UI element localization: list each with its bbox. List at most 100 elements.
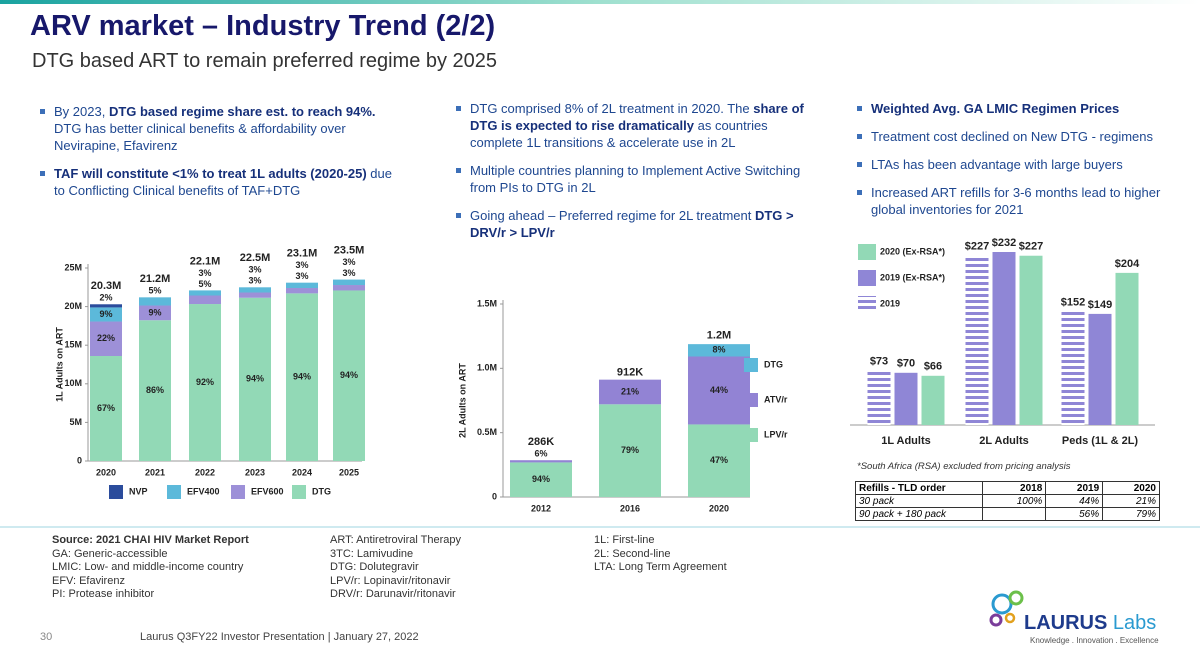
data-label: 94% (532, 474, 550, 484)
data-label: 94% (340, 370, 358, 380)
y-tick-label: 1.0M (477, 363, 497, 373)
glossary-item: DRV/r: Darunavir/ritonavir (330, 588, 456, 600)
x-tick-label: 2021 (145, 467, 165, 477)
data-label: 3% (295, 260, 308, 270)
table-row: Refills - TLD order 2018 2019 2020 (855, 481, 1160, 495)
y-tick-label: 20M (64, 301, 82, 311)
legend-label: DTG (312, 486, 331, 496)
total-label: 286K (528, 436, 554, 448)
legend-swatch (744, 393, 758, 407)
data-label: 3% (342, 257, 355, 267)
bullet: Treatment cost declined on New DTG - reg… (855, 128, 1175, 145)
column: Weighted Avg. GA LMIC Regimen Prices Trea… (855, 100, 1175, 229)
glossary-item: LPV/r: Lopinavir/ritonavir (330, 574, 451, 587)
bar-segment (239, 287, 271, 293)
data-label: $73 (870, 355, 888, 367)
y-tick-label: 0.5M (477, 427, 497, 437)
glossary-item: PI: Protease inhibitor (52, 588, 155, 600)
bullet-text: Treatment cost declined on New DTG - reg… (871, 129, 1154, 144)
y-tick-label: 25M (64, 262, 82, 272)
table-cell: 56% (1045, 507, 1104, 521)
data-label: 3% (248, 265, 261, 275)
total-label: 20.3M (91, 280, 122, 292)
x-tick-label: 2L Adults (979, 435, 1029, 447)
bullet-text: DTG > DRV/r > LPV/r (470, 208, 794, 240)
data-label: 3% (198, 268, 211, 278)
legend-label: LPV/r (764, 429, 788, 439)
data-label: 92% (196, 377, 214, 387)
bullet: Increased ART refills for 3-6 months lea… (855, 184, 1175, 218)
table-cell: 90 pack + 180 pack (855, 507, 983, 521)
data-label: 3% (248, 276, 261, 286)
glossary-item: DTG: Dolutegravir (330, 561, 419, 573)
glossary-item: 2L: Second-line (594, 547, 671, 560)
bar-segment (510, 462, 572, 497)
data-label: 79% (621, 445, 639, 455)
bar-segment (333, 279, 365, 286)
bullet-text: as countries complete 1L transitions & a… (470, 118, 768, 150)
data-label: 5% (148, 286, 161, 296)
bar (921, 375, 945, 425)
data-label: 5% (198, 279, 211, 289)
bullet-text: DTG based regime share est. to reach 94%… (108, 104, 376, 119)
data-label: 86% (146, 385, 164, 395)
glossary-item: EFV: Efavirenz (52, 574, 125, 587)
bar (1088, 313, 1112, 425)
legend-swatch (858, 296, 876, 312)
bar (894, 372, 918, 425)
bullet-text: share of DTG is expected to rise dramati… (470, 101, 804, 133)
glossary-item: GA: Generic-accessible (52, 547, 168, 560)
logo-icon (1008, 590, 1024, 606)
bar (1115, 272, 1139, 425)
total-label: 1.2M (707, 330, 731, 342)
data-label: $152 (1061, 297, 1085, 309)
bullet: By 2023, DTG based regime share est. to … (38, 103, 398, 154)
y-axis-label: 2L Adults on ART (457, 363, 467, 438)
bar (1019, 255, 1043, 425)
bar-segment (688, 424, 750, 497)
data-label: $227 (1019, 241, 1043, 253)
bar (867, 370, 891, 425)
bar-segment (139, 320, 171, 461)
legend-swatch (858, 270, 876, 286)
table-row: 30 pack 100% 44% 21% (855, 494, 1160, 508)
x-tick-label: 2023 (245, 467, 265, 477)
logo: LAURUS Labs (1024, 612, 1156, 635)
footer: Laurus Q3FY22 Investor Presentation | Ja… (140, 631, 419, 643)
title: ARV market – Industry Trend (2/2) (30, 10, 496, 42)
legend-label: EFV600 (251, 486, 284, 496)
bullet-text: Going ahead – Preferred regime for 2L tr… (470, 208, 755, 223)
legend-swatch (858, 244, 876, 260)
top-bar (0, 0, 1200, 4)
legend-swatch (292, 485, 306, 499)
x-tick-label: 2012 (531, 503, 551, 513)
table-cell: 44% (1045, 494, 1104, 508)
data-label: 9% (99, 309, 112, 319)
glossary: Source: 2021 CHAI HIV Market Report GA: G… (52, 534, 249, 602)
bar-segment (286, 282, 318, 289)
bullet-text: By 2023, (54, 104, 109, 119)
refill-table: Refills - TLD order 2018 2019 2020 30 pack 10… (855, 481, 1160, 521)
bar-segment (688, 344, 750, 357)
total-label: 22.5M (240, 252, 271, 264)
table-header: Refills - TLD order (855, 481, 983, 495)
data-label: $66 (924, 361, 942, 373)
total-label: 912K (617, 367, 643, 379)
bullet-text: Increased ART refills for 3-6 months lea… (871, 185, 1161, 217)
glossary-item: Source: 2021 CHAI HIV Market Report (52, 534, 249, 546)
table-row: 90 pack + 180 pack 56% 79% (855, 507, 1160, 521)
legend-label: ATV/r (764, 394, 788, 404)
bar-segment (286, 293, 318, 461)
legend-label: NVP (129, 486, 148, 496)
data-label: 44% (710, 385, 728, 395)
bar-segment (333, 285, 365, 291)
data-label: 3% (295, 271, 308, 281)
bar (1061, 311, 1085, 425)
bar-segment (90, 304, 122, 308)
x-tick-label: 2020 (709, 503, 729, 513)
data-label: 6% (534, 449, 547, 459)
x-tick-label: 2025 (339, 467, 359, 477)
data-label: 47% (710, 455, 728, 465)
bar-segment (286, 288, 318, 294)
data-label: 2% (99, 293, 112, 303)
